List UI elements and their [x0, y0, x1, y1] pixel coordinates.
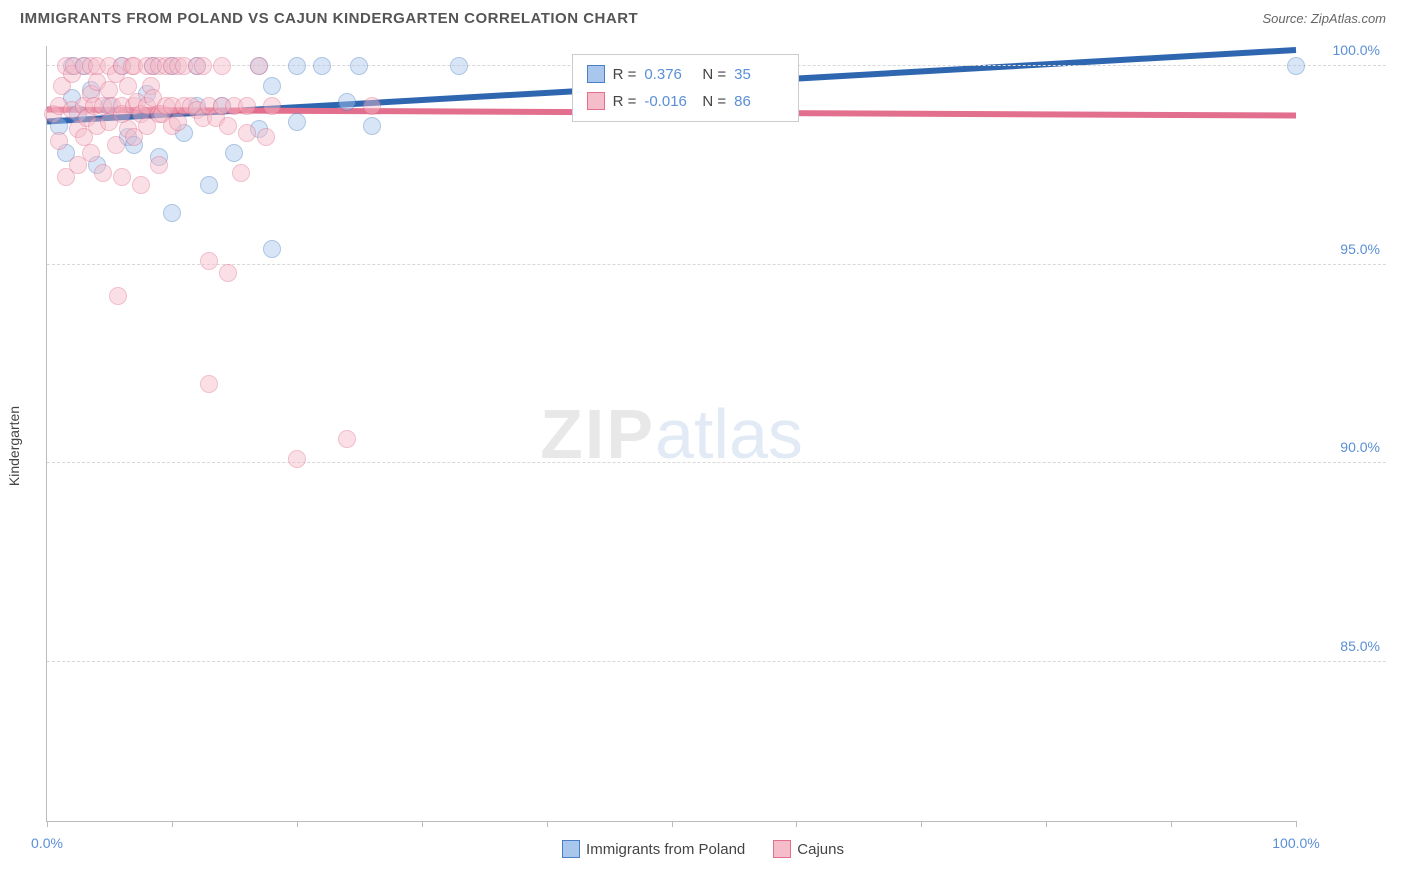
gridline-h [47, 264, 1386, 265]
n-value: 35 [734, 61, 784, 88]
n-value: 86 [734, 88, 784, 115]
data-point-poland [313, 57, 331, 75]
r-value: 0.376 [644, 61, 694, 88]
x-tick [1296, 821, 1297, 827]
x-tick [547, 821, 548, 827]
data-point-cajuns [169, 113, 187, 131]
data-point-cajuns [109, 287, 127, 305]
watermark-atlas: atlas [655, 395, 803, 473]
legend-swatch [587, 65, 605, 83]
y-tick-label: 85.0% [1340, 638, 1380, 654]
x-tick [1046, 821, 1047, 827]
data-point-poland [263, 77, 281, 95]
source-label: Source: ZipAtlas.com [1262, 11, 1386, 26]
data-point-cajuns [232, 164, 250, 182]
data-point-cajuns [263, 97, 281, 115]
data-point-poland [163, 204, 181, 222]
data-point-cajuns [219, 264, 237, 282]
n-label: N = [702, 88, 726, 115]
x-tick [796, 821, 797, 827]
data-point-cajuns [257, 128, 275, 146]
x-tick [672, 821, 673, 827]
y-tick-label: 100.0% [1333, 42, 1380, 58]
legend-swatch [773, 840, 791, 858]
data-point-cajuns [288, 450, 306, 468]
legend-swatch [587, 92, 605, 110]
legend-swatch [562, 840, 580, 858]
data-point-cajuns [338, 430, 356, 448]
data-point-cajuns [200, 252, 218, 270]
data-point-cajuns [238, 97, 256, 115]
series-legend-label: Immigrants from Poland [586, 841, 745, 858]
plot-wrap: ZIPatlas R = 0.376 N = 35 R = -0.016 N = 86 85.… [46, 46, 1386, 822]
data-point-poland [288, 57, 306, 75]
y-tick-label: 95.0% [1340, 241, 1380, 257]
data-point-poland [338, 93, 356, 111]
x-tick [422, 821, 423, 827]
series-legend-item: Cajuns [773, 840, 844, 858]
y-axis-label: Kindergarten [6, 406, 22, 486]
header: IMMIGRANTS FROM POLAND VS CAJUN KINDERGA… [0, 0, 1406, 33]
data-point-poland [450, 57, 468, 75]
r-label: R = [613, 88, 637, 115]
data-point-cajuns [363, 97, 381, 115]
x-tick [297, 821, 298, 827]
data-point-poland [263, 240, 281, 258]
watermark-zip: ZIP [540, 395, 655, 473]
data-point-cajuns [50, 132, 68, 150]
r-label: R = [613, 61, 637, 88]
data-point-poland [288, 113, 306, 131]
data-point-poland [350, 57, 368, 75]
data-point-cajuns [94, 164, 112, 182]
plot-area: ZIPatlas R =0.376N =35R =-0.016N =86 85.… [46, 46, 1296, 822]
data-point-poland [225, 144, 243, 162]
data-point-cajuns [238, 124, 256, 142]
x-tick [921, 821, 922, 827]
gridline-h [47, 661, 1386, 662]
data-point-cajuns [194, 57, 212, 75]
data-point-cajuns [132, 176, 150, 194]
data-point-poland [363, 117, 381, 135]
r-value: -0.016 [644, 88, 694, 115]
x-tick [1171, 821, 1172, 827]
data-point-poland [1287, 57, 1305, 75]
legend-row: R = 0.376 N = 35 [587, 61, 785, 88]
n-label: N = [702, 61, 726, 88]
data-point-cajuns [113, 168, 131, 186]
data-point-cajuns [107, 136, 125, 154]
data-point-cajuns [250, 57, 268, 75]
data-point-cajuns [82, 144, 100, 162]
correlation-legend: R = 0.376 N = 35 R = -0.016 N = 86 [572, 54, 800, 122]
x-tick [172, 821, 173, 827]
legend-row: R = -0.016 N = 86 [587, 88, 785, 115]
data-point-cajuns [150, 156, 168, 174]
data-point-cajuns [200, 375, 218, 393]
x-tick [47, 821, 48, 827]
data-point-poland [200, 176, 218, 194]
series-legend-item: Immigrants from Poland [562, 840, 745, 858]
gridline-h [47, 462, 1386, 463]
series-legend: Immigrants from Poland Cajuns [0, 840, 1406, 862]
data-point-cajuns [213, 57, 231, 75]
data-point-cajuns [219, 117, 237, 135]
y-tick-label: 90.0% [1340, 439, 1380, 455]
series-legend-label: Cajuns [797, 841, 844, 858]
chart-title: IMMIGRANTS FROM POLAND VS CAJUN KINDERGA… [20, 10, 638, 27]
